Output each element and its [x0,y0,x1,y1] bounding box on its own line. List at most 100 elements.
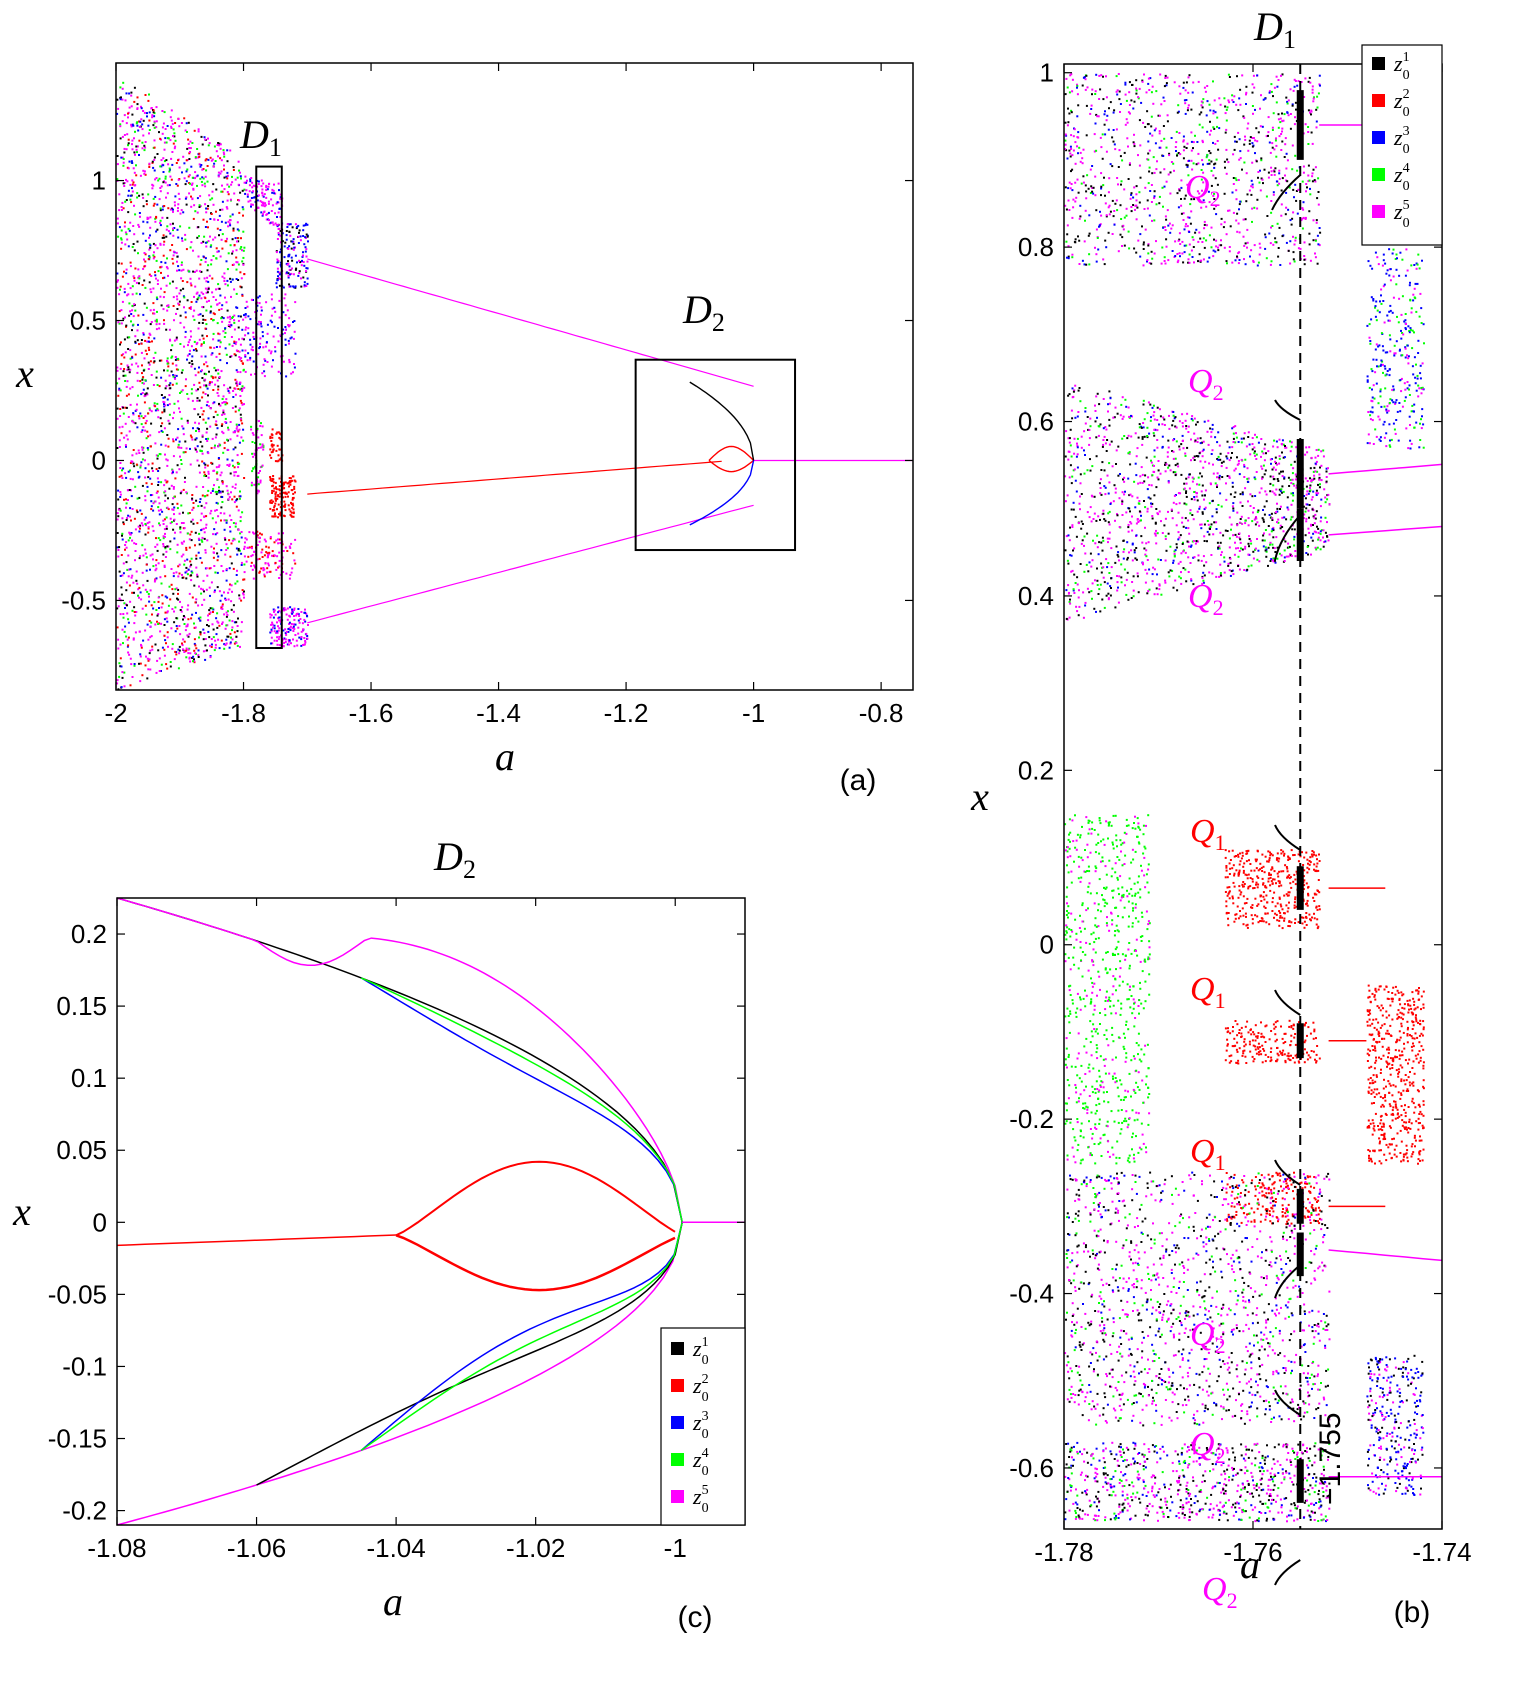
b-dot [1206,224,1208,226]
chaos-dot [131,357,133,359]
b-dot [1217,504,1219,506]
chaos-dot [119,439,121,441]
chaos-dot [206,539,208,541]
chaos-dot [235,621,237,623]
chaos-dot [145,240,147,242]
chaos-dot [238,409,240,411]
chaos-dot [166,217,168,219]
chaos-dot [125,477,127,479]
chaos-dot [232,316,234,318]
chaos-dot [167,207,169,209]
band-dot [248,201,250,203]
chaos-dot [124,134,126,136]
chaos-dot [160,208,162,210]
b-dot [1225,112,1227,114]
chaos-dot [145,553,147,555]
chaos-dot [238,424,240,426]
b-dot [1276,503,1278,505]
chaos-dot [147,639,149,641]
chaos-dot [160,425,162,427]
b-dot [1190,210,1192,212]
chaos-dot [148,132,150,134]
chaos-dot [139,555,141,557]
b-dot [1155,508,1157,510]
chaos-dot [190,196,192,198]
b-dot [1247,123,1249,125]
b-dot [1226,262,1228,264]
chaos-dot [212,611,214,613]
chaos-dot [198,465,200,467]
b-dot [1209,234,1211,236]
chaos-dot [117,236,119,238]
chaos-dot [117,155,119,157]
chaos-dot [226,568,228,570]
b-dot [1199,124,1201,126]
b-dot [1210,130,1212,132]
chaos-dot [192,177,194,179]
b-dot [1085,197,1087,199]
chaos-dot [120,157,122,159]
chaos-dot [187,398,189,400]
chaos-dot [187,604,189,606]
chaos-dot [185,451,187,453]
chaos-dot [200,313,202,315]
b-dot [1238,97,1240,99]
b-dot [1180,187,1182,189]
b-dot [1261,451,1263,453]
chaos-dot [220,600,222,602]
chaos-dot [160,272,162,274]
chaos-dot [185,567,187,569]
b-dot [1102,76,1104,78]
chaos-dot [209,347,211,349]
chaos-dot [228,539,230,541]
b-dot [1070,134,1072,136]
chaos-dot [172,228,174,230]
chaos-dot [219,229,221,231]
band-dot [285,496,287,498]
b-dot [1172,250,1174,252]
chaos-dot [199,178,201,180]
chaos-dot [179,564,181,566]
b-dot [1166,82,1168,84]
chaos-dot [174,532,176,534]
chaos-dot [167,275,169,277]
b-dot [1068,113,1070,115]
chaos-dot [194,171,196,173]
chaos-dot [217,144,219,146]
chaos-dot [219,215,221,217]
b-dot [1175,146,1177,148]
band-dot [274,609,276,611]
chaos-dot [191,355,193,357]
chaos-dot [146,591,148,593]
b-dot [1095,90,1097,92]
chaos-dot [216,493,218,495]
chaos-dot [191,494,193,496]
chaos-dot [182,638,184,640]
b-dot [1318,92,1320,94]
chaos-dot [189,538,191,540]
band-dot [271,366,273,368]
chaos-dot [134,185,136,187]
chaos-dot [173,254,175,256]
chaos-dot [154,170,156,172]
b-dot [1173,458,1175,460]
chaos-dot [217,155,219,157]
chaos-dot [130,568,132,570]
band-dot [288,231,290,233]
chaos-dot [189,362,191,364]
b-dot [1143,264,1145,266]
b-dot [1212,142,1214,144]
chaos-dot [122,120,124,122]
chaos-dot [179,633,181,635]
band-dot [268,201,270,203]
chaos-dot [119,476,121,478]
b-dot [1090,185,1092,187]
chaos-dot [153,111,155,113]
b-dot [1276,86,1278,88]
band-dot [303,619,305,621]
chaos-dot [217,322,219,324]
chaos-dot [154,271,156,273]
b-dot [1151,251,1153,253]
b-dot [1124,245,1126,247]
chaos-dot [197,175,199,177]
